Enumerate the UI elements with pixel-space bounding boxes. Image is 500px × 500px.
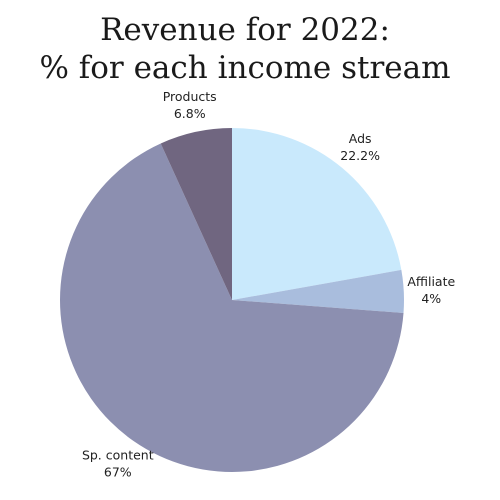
slice-value-label: 67% <box>104 465 132 480</box>
slice-value-label: 6.8% <box>174 106 206 121</box>
pie-slice <box>232 269 404 313</box>
chart-title: Revenue for 2022: <box>100 12 390 48</box>
slice-label: Products <box>163 89 217 104</box>
pie-slice <box>232 128 402 300</box>
slice-value-label: 4% <box>421 291 441 306</box>
pie-slice <box>60 143 404 473</box>
slice-label: Sp. content <box>82 448 154 463</box>
pie-slice <box>160 128 232 300</box>
slice-label: Ads <box>349 131 372 146</box>
slice-label: Affiliate <box>407 274 455 289</box>
chart-title: % for each income stream <box>39 50 450 86</box>
slice-value-label: 22.2% <box>340 148 380 163</box>
